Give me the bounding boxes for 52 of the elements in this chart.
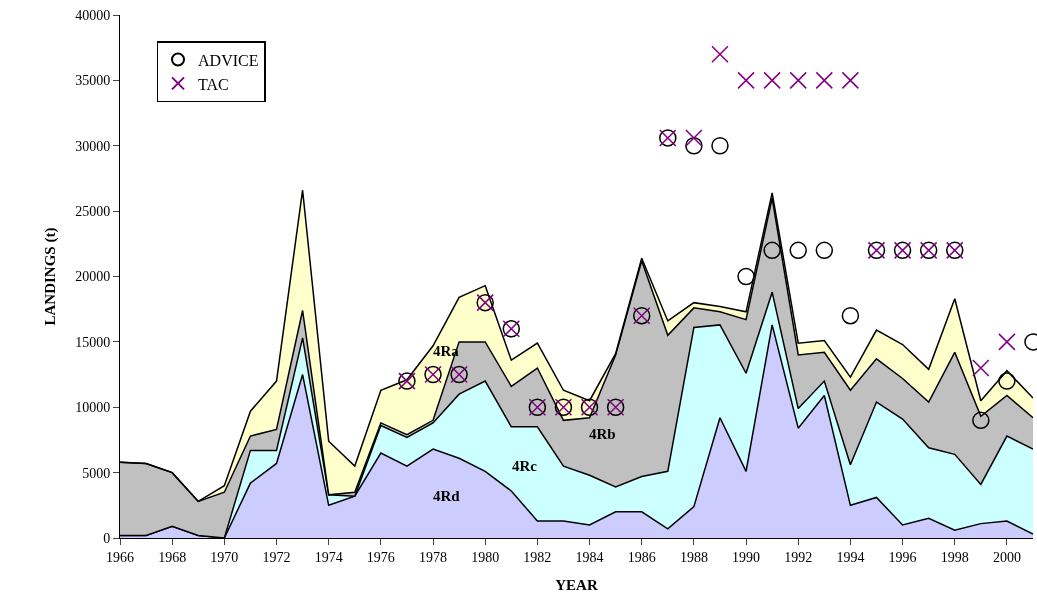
point	[737, 267, 755, 286]
series-label: 4Rd	[433, 488, 461, 504]
point	[763, 241, 781, 260]
point	[737, 71, 755, 90]
point	[972, 359, 990, 377]
point	[685, 129, 703, 147]
point	[711, 137, 729, 155]
point	[998, 333, 1016, 351]
x-tick-label: 1966	[106, 549, 134, 565]
y-tick-label: 30000	[75, 138, 111, 154]
legend-label: ADVICE	[198, 51, 259, 69]
x-tick-label: 1968	[158, 549, 187, 565]
y-tick-label: 10000	[75, 400, 111, 416]
y-tick-label: 0	[103, 530, 111, 546]
x-tick-label: 1998	[940, 549, 969, 565]
x-tick-label: 1974	[314, 549, 343, 565]
x-tick-label: 1978	[419, 549, 448, 565]
y-axis-title: LANDINGS (t)	[42, 227, 60, 326]
x-tick-label: 1988	[679, 549, 708, 565]
point	[815, 71, 834, 90]
x-tick-label: 1972	[262, 549, 291, 565]
x-tick-label: 1982	[523, 549, 552, 565]
point	[841, 306, 860, 325]
point	[841, 71, 860, 90]
x-tick-label: 1986	[627, 549, 656, 565]
x-tick-label: 1970	[210, 549, 239, 565]
point	[711, 45, 729, 63]
x-tick-label: 1976	[366, 549, 395, 565]
point	[763, 71, 781, 90]
y-tick-label: 5000	[82, 465, 111, 481]
series-label: 4Rc	[512, 458, 538, 474]
x-tick-label: 1980	[471, 549, 500, 565]
x-tick-label: 1994	[836, 549, 865, 565]
y-tick-label: 20000	[75, 269, 111, 285]
legend-label: TAC	[198, 75, 229, 93]
y-tick-label: 25000	[75, 204, 111, 220]
x-tick-label: 2000	[992, 549, 1021, 565]
point	[789, 241, 807, 260]
point	[789, 71, 807, 90]
series-label: 4Rb	[589, 426, 616, 442]
point	[815, 241, 834, 260]
x-tick-label: 1996	[888, 549, 917, 565]
x-tick-label: 1990	[732, 549, 761, 565]
x-tick-label: 1984	[575, 549, 604, 565]
point	[998, 372, 1016, 390]
x-axis-title: YEAR	[555, 576, 598, 593]
y-tick-label: 15000	[75, 334, 111, 350]
y-tick-label: 40000	[75, 7, 111, 23]
y-tick-label: 35000	[75, 73, 111, 89]
x-tick-label: 1992	[784, 549, 813, 565]
point	[685, 137, 703, 155]
point	[972, 411, 990, 430]
